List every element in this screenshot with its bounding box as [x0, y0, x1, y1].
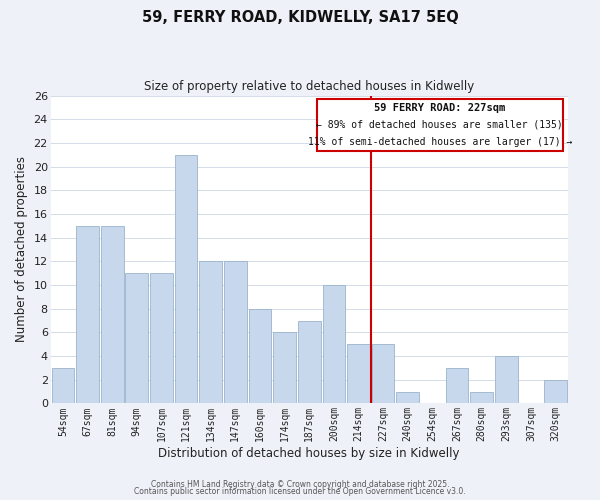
Bar: [446, 368, 469, 404]
Bar: [76, 226, 99, 404]
Bar: [150, 273, 173, 404]
Bar: [224, 262, 247, 404]
Bar: [323, 285, 345, 404]
Bar: [199, 262, 222, 404]
Text: 59 FERRY ROAD: 227sqm: 59 FERRY ROAD: 227sqm: [374, 103, 505, 113]
Text: 59, FERRY ROAD, KIDWELLY, SA17 5EQ: 59, FERRY ROAD, KIDWELLY, SA17 5EQ: [142, 10, 458, 25]
Text: ← 89% of detached houses are smaller (135): ← 89% of detached houses are smaller (13…: [316, 120, 563, 130]
Bar: [544, 380, 567, 404]
Bar: [397, 392, 419, 404]
Bar: [273, 332, 296, 404]
Bar: [101, 226, 124, 404]
Bar: [125, 273, 148, 404]
Text: 11% of semi-detached houses are larger (17) →: 11% of semi-detached houses are larger (…: [308, 136, 572, 146]
Bar: [347, 344, 370, 404]
Bar: [470, 392, 493, 404]
Y-axis label: Number of detached properties: Number of detached properties: [15, 156, 28, 342]
FancyBboxPatch shape: [317, 98, 563, 151]
Bar: [248, 308, 271, 404]
Text: Contains HM Land Registry data © Crown copyright and database right 2025.: Contains HM Land Registry data © Crown c…: [151, 480, 449, 489]
Bar: [175, 155, 197, 404]
Bar: [298, 320, 320, 404]
Title: Size of property relative to detached houses in Kidwelly: Size of property relative to detached ho…: [144, 80, 475, 93]
Text: Contains public sector information licensed under the Open Government Licence v3: Contains public sector information licen…: [134, 488, 466, 496]
Bar: [372, 344, 394, 404]
X-axis label: Distribution of detached houses by size in Kidwelly: Distribution of detached houses by size …: [158, 447, 460, 460]
Bar: [52, 368, 74, 404]
Bar: [495, 356, 518, 404]
